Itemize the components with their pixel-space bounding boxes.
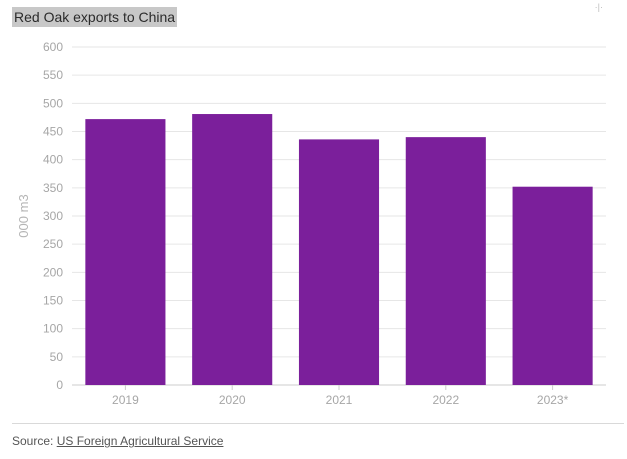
y-tick-label: 0	[56, 378, 63, 392]
y-tick-label: 500	[43, 96, 63, 110]
bar-chart: 0 50 100 150 200 250 300 350 400 450 500 550 600 2019…	[16, 40, 606, 407]
bar	[512, 186, 593, 385]
y-axis-title: 000 m3	[16, 194, 31, 237]
x-tick-label: 2022	[432, 393, 459, 407]
x-tick-label: 2019	[112, 393, 139, 407]
y-tick-label: 450	[43, 125, 63, 139]
x-tick-label: 2020	[219, 393, 246, 407]
y-tick-label: 150	[43, 294, 63, 308]
bar	[192, 114, 273, 385]
y-tick-label: 550	[43, 68, 63, 82]
x-tick-label: 2023*	[537, 393, 569, 407]
bar	[298, 139, 380, 385]
source-prefix: Source:	[12, 434, 57, 448]
source-link[interactable]: US Foreign Agricultural Service	[56, 434, 224, 448]
y-tick-label: 200	[43, 265, 63, 279]
y-tick-label: 250	[43, 237, 63, 251]
y-tick-label: 300	[43, 209, 63, 223]
y-tick-label: 50	[50, 350, 64, 364]
y-tick-label: 600	[43, 40, 63, 54]
y-tick-label: 100	[43, 322, 63, 336]
x-tick-label: 2021	[326, 393, 353, 407]
source-note: Source: US Foreign Agricultural Service	[12, 434, 223, 448]
bar	[85, 119, 166, 386]
y-tick-label: 400	[43, 153, 63, 167]
corner-mark: ·|·	[594, 2, 603, 12]
chart-title: Red Oak exports to China	[12, 7, 178, 27]
bar	[405, 137, 486, 385]
y-tick-label: 350	[43, 181, 63, 195]
footer-divider	[12, 423, 624, 424]
